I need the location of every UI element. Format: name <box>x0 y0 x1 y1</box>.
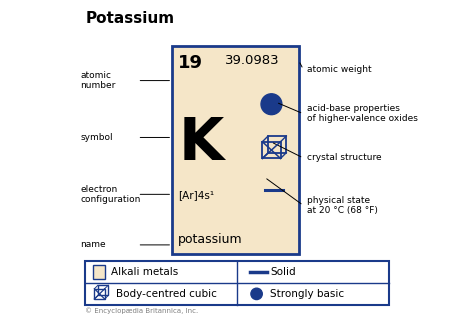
Bar <box>93 265 105 279</box>
Text: Potassium: Potassium <box>85 11 174 26</box>
Text: Solid: Solid <box>270 267 296 277</box>
Text: physical state
at 20 °C (68 °F): physical state at 20 °C (68 °F) <box>307 196 377 215</box>
Bar <box>94 289 105 299</box>
Text: © Encyclopædia Britannica, Inc.: © Encyclopædia Britannica, Inc. <box>85 308 199 314</box>
Bar <box>172 46 299 254</box>
Text: 19: 19 <box>178 54 203 72</box>
Text: electron
configuration: electron configuration <box>81 185 141 204</box>
Bar <box>268 136 286 153</box>
Text: crystal structure: crystal structure <box>307 154 381 162</box>
Ellipse shape <box>261 94 282 115</box>
Text: potassium: potassium <box>178 233 243 246</box>
Ellipse shape <box>251 288 262 300</box>
Text: [Ar]4s¹: [Ar]4s¹ <box>178 190 214 200</box>
Text: Alkali metals: Alkali metals <box>111 267 178 277</box>
Text: atomic
number: atomic number <box>81 71 116 90</box>
Text: name: name <box>81 240 106 249</box>
Bar <box>85 261 389 305</box>
Text: atomic weight: atomic weight <box>307 65 371 74</box>
Text: 39.0983: 39.0983 <box>225 54 280 67</box>
Text: symbol: symbol <box>81 133 113 142</box>
Bar <box>98 285 108 295</box>
Bar <box>262 142 281 158</box>
Text: Body-centred cubic: Body-centred cubic <box>116 289 217 299</box>
Text: Strongly basic: Strongly basic <box>270 289 344 299</box>
Text: acid-base properties
of higher-valence oxides: acid-base properties of higher-valence o… <box>307 104 418 124</box>
Text: K: K <box>179 115 224 172</box>
